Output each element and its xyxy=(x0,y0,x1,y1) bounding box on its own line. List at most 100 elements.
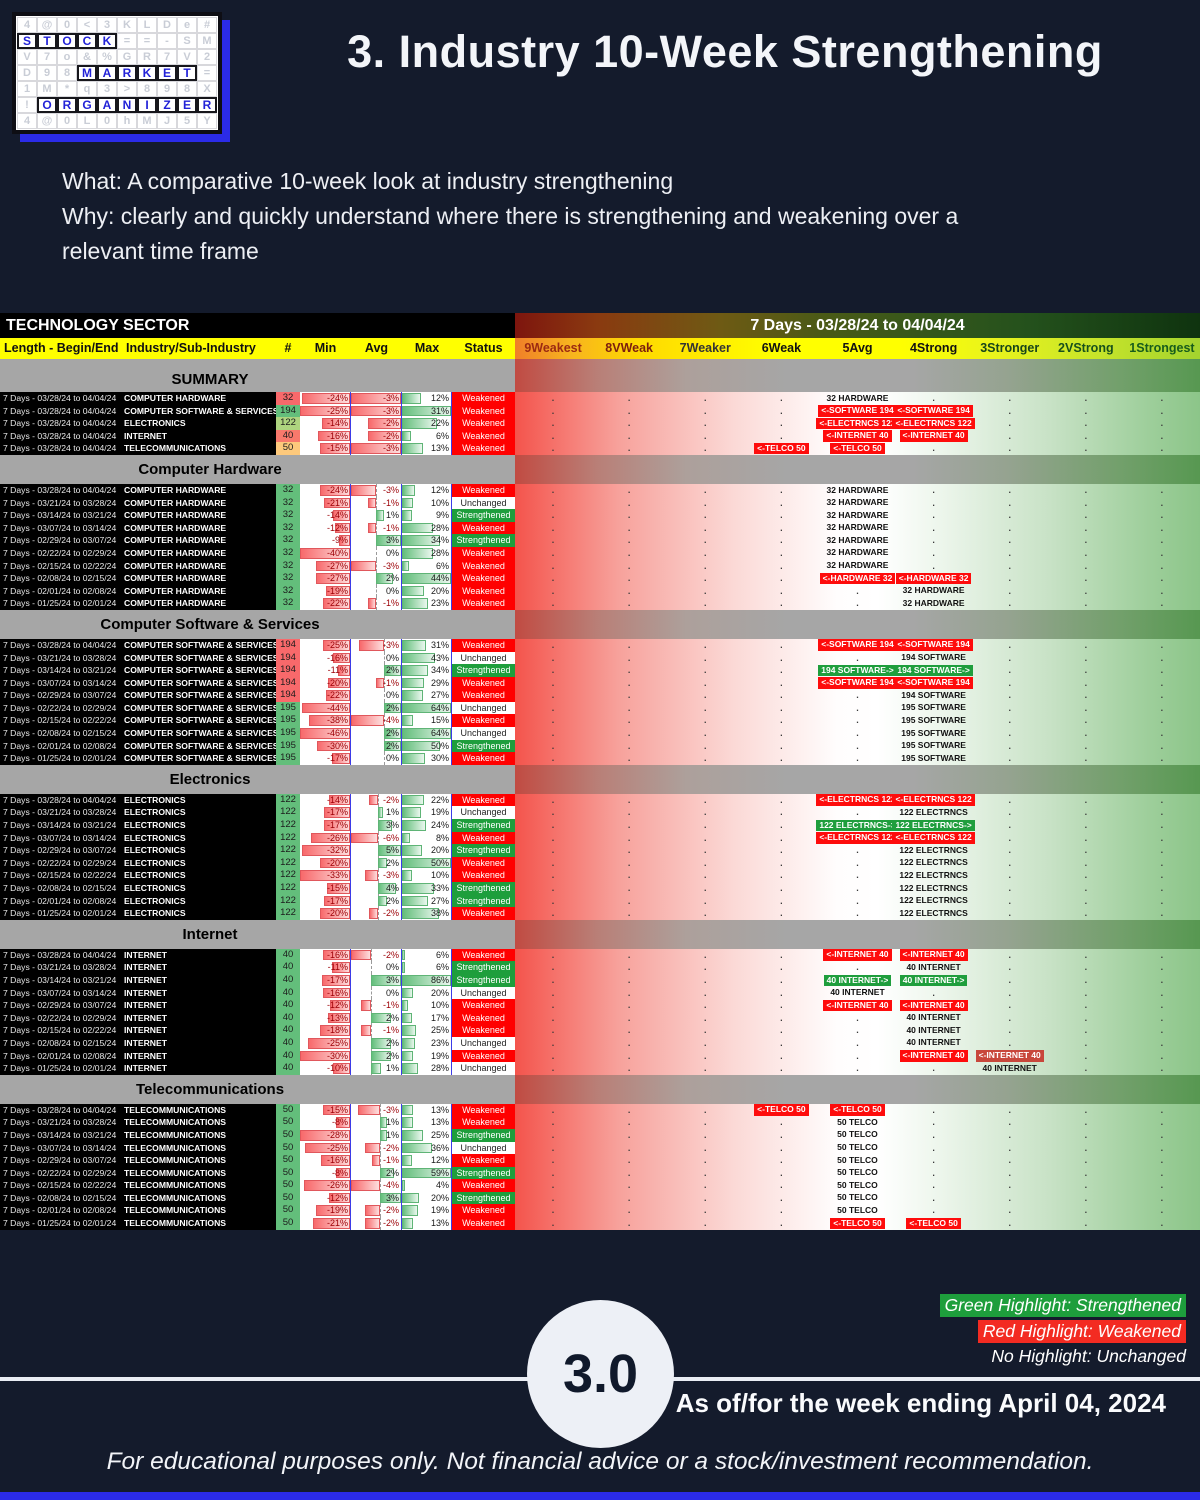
grade-cell-5avg: 50 TELCO xyxy=(819,1179,895,1192)
count-cell: 32 xyxy=(276,509,300,522)
section-band-left: Internet xyxy=(0,919,515,949)
period-cell: 7 Days - 01/25/24 to 02/01/24 xyxy=(0,907,122,920)
avg-databar xyxy=(367,598,376,609)
grade-cell-1strongest: . xyxy=(1124,1050,1200,1063)
empty-cell-dot: . xyxy=(780,1000,783,1011)
grade-cells: ..... 122 ELECTRNCS... xyxy=(515,844,1200,857)
period-cell: 7 Days - 03/21/24 to 03/28/24 xyxy=(0,806,122,820)
empty-cell-dot: . xyxy=(704,652,707,663)
grade-cell-3stronger: . xyxy=(972,714,1048,727)
empty-cell-dot: . xyxy=(551,585,555,596)
logo-letter-tile: K xyxy=(137,65,157,81)
min-cell: -33% xyxy=(300,869,351,882)
grade-cell-1strongest: . xyxy=(1124,714,1200,727)
avg-databar xyxy=(371,974,401,986)
grade-cell-4strong: 32 HARDWARE xyxy=(896,585,972,598)
grade-cell-2vstrong: . xyxy=(1048,1050,1124,1063)
grade-cell-1strongest: . xyxy=(1124,819,1200,832)
industry-cell: COMPUTER SOFTWARE & SERVICES xyxy=(122,689,276,702)
avg-axis xyxy=(378,869,380,882)
empty-cell-dot: . xyxy=(856,870,859,881)
avg-databar xyxy=(351,560,376,572)
grade-cell-7weaker: . xyxy=(667,1217,743,1230)
empty-cell-dot: . xyxy=(627,845,631,856)
logo-letter-tile: K xyxy=(97,33,117,49)
min-databar xyxy=(302,393,350,404)
empty-cell-dot: . xyxy=(932,443,935,454)
empty-cell-dot: . xyxy=(1008,1025,1011,1036)
avg-databar xyxy=(371,1050,391,1062)
legend-strengthened: Green Highlight: Strengthened xyxy=(939,1294,1186,1317)
col-header-8vweak: 8VWeak xyxy=(605,341,654,355)
min-cell: -24% xyxy=(300,392,351,405)
min-value: -32% xyxy=(326,845,348,856)
min-cell: -11% xyxy=(300,664,351,677)
empty-cell-dot: . xyxy=(1160,510,1164,521)
logo-tile: = xyxy=(137,33,157,49)
empty-cell-dot: . xyxy=(856,652,859,663)
grade-cells: ..... 122 ELECTRNCS... xyxy=(515,894,1200,908)
grade-cell-9weakest: . xyxy=(515,752,591,765)
empty-cell-dot: . xyxy=(551,639,555,650)
empty-cell-dot: . xyxy=(1008,585,1011,596)
highlight-chip: 32 HARDWARE xyxy=(826,534,889,545)
avg-value: -1% xyxy=(382,677,399,688)
empty-cell-dot: . xyxy=(1160,1037,1164,1048)
count-cell: 40 xyxy=(276,1062,300,1075)
min-value: -19% xyxy=(326,585,348,596)
grade-cells: .... 32 HARDWARE.... xyxy=(515,496,1200,510)
min-value: -8% xyxy=(331,1167,348,1178)
count-cell: 122 xyxy=(276,806,300,820)
grade-cells: ..... 122 ELECTRNCS... xyxy=(515,856,1200,870)
grade-cell-9weakest: . xyxy=(515,1154,591,1167)
highlight-chip: <-INTERNET 40 xyxy=(823,949,892,961)
grade-cell-1strongest: . xyxy=(1124,1104,1200,1117)
period-cell: 7 Days - 03/28/24 to 04/04/24 xyxy=(0,417,122,430)
grade-cell-6weak: . xyxy=(743,949,819,962)
grade-cell-5avg: <-TELCO 50 xyxy=(819,1217,895,1230)
avg-value: -2% xyxy=(382,1205,399,1216)
grade-cell-5avg: . xyxy=(819,740,895,753)
max-value: 17% xyxy=(430,1012,449,1023)
min-value: -27% xyxy=(326,573,348,584)
avg-cell: 1% xyxy=(351,1062,402,1075)
col-header-4strong: 4Strong xyxy=(909,341,958,355)
count-cell: 50 xyxy=(276,1141,300,1155)
empty-cell-dot: . xyxy=(856,740,859,751)
grade-cell-8vweak: . xyxy=(591,534,667,547)
avg-axis xyxy=(379,1217,381,1230)
industry-cell: COMPUTER HARDWARE xyxy=(122,509,276,522)
max-value: 23% xyxy=(430,598,449,609)
highlight-chip: <-INTERNET 40 xyxy=(899,430,968,442)
highlight-chip: <-INTERNET 40 xyxy=(823,999,892,1012)
empty-cell-dot: . xyxy=(1008,870,1011,881)
avg-value: 2% xyxy=(385,857,399,868)
min-cell: -13% xyxy=(300,1011,351,1025)
max-value: 4% xyxy=(435,1180,449,1191)
empty-cell-dot: . xyxy=(704,1104,707,1115)
logo-tile: ! xyxy=(17,97,37,113)
empty-cell-dot: . xyxy=(1160,832,1164,843)
grade-cell-8vweak: . xyxy=(591,417,667,430)
avg-value: -1% xyxy=(382,1155,399,1166)
section-band-left: Computer Software & Services xyxy=(0,609,515,639)
avg-value: -2% xyxy=(382,430,399,441)
empty-cell-dot: . xyxy=(932,1205,935,1216)
grade-cell-3stronger: . xyxy=(972,484,1048,497)
avg-value: -2% xyxy=(382,794,399,805)
table-row: 7 Days - 03/14/24 to 03/21/24 COMPUTER SO… xyxy=(0,664,1200,677)
empty-cell-dot: . xyxy=(627,393,631,403)
grade-cell-5avg: . xyxy=(819,869,895,882)
min-value: -16% xyxy=(326,949,348,960)
empty-cell-dot: . xyxy=(704,522,707,533)
empty-cell-dot: . xyxy=(1160,547,1164,558)
industry-cell: COMPUTER HARDWARE xyxy=(122,572,276,585)
min-databar xyxy=(332,652,350,664)
min-cell: -19% xyxy=(300,584,351,598)
avg-value: -3% xyxy=(382,484,399,495)
grade-cell-4strong: . xyxy=(896,1204,972,1217)
empty-cell-dot: . xyxy=(551,665,555,676)
empty-cell-dot: . xyxy=(856,908,859,919)
empty-cell-dot: . xyxy=(1084,883,1088,893)
avg-databar xyxy=(376,573,393,584)
